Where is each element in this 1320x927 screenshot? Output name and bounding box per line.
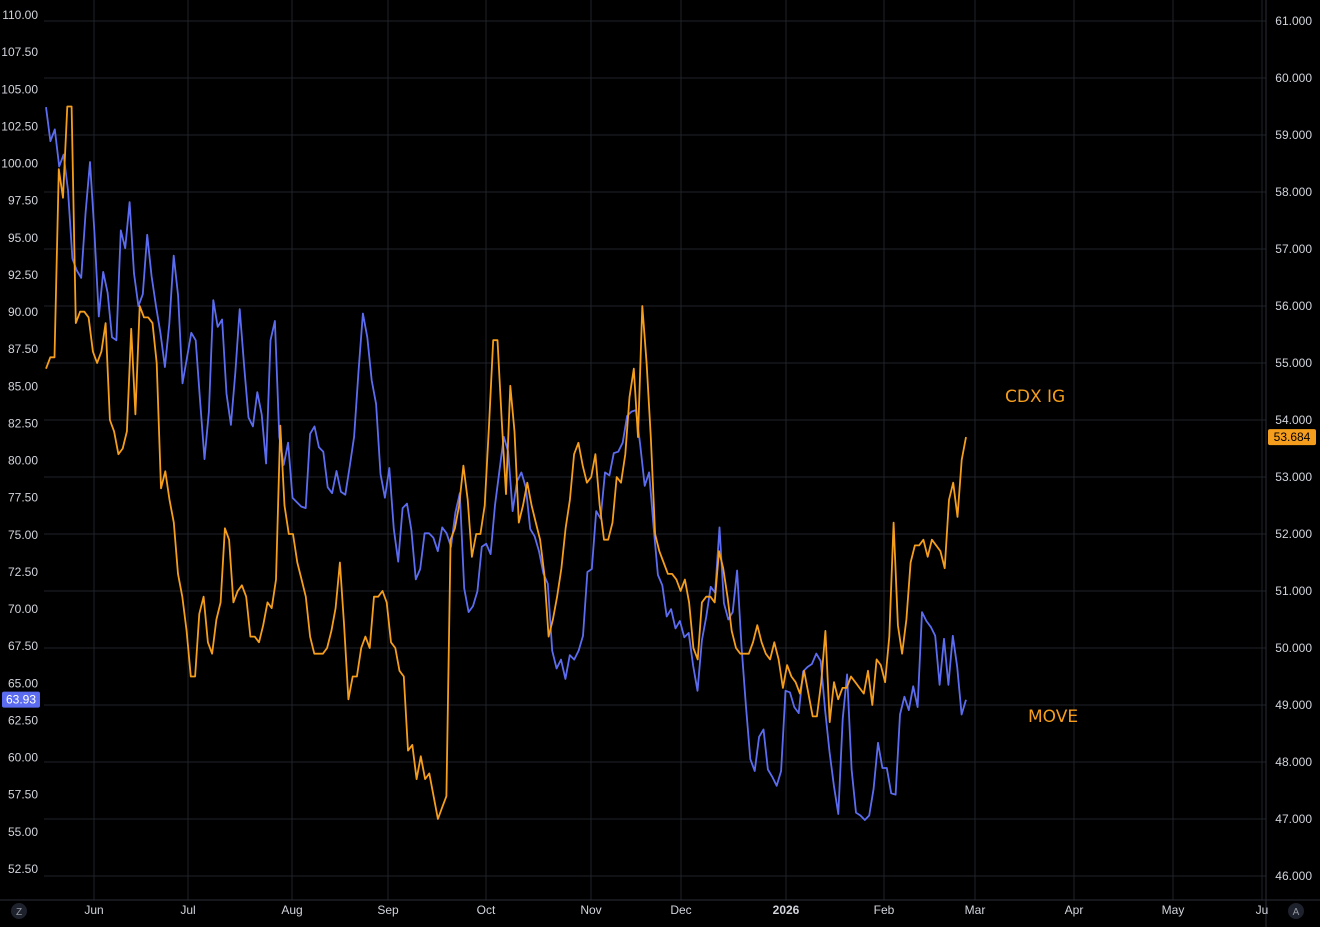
right-last-value-badge <box>1268 429 1316 446</box>
left-axis-tick-label: 72.50 <box>8 565 38 579</box>
svg-text:A: A <box>1293 907 1300 918</box>
left-last-value-badge <box>2 691 40 708</box>
right-axis-tick-label: 59.000 <box>1275 128 1312 142</box>
x-axis-tick-label: Mar <box>965 903 986 917</box>
left-axis-tick-label: 77.50 <box>8 491 38 505</box>
x-axis-tick-label: Jun <box>84 903 103 917</box>
grid-lines <box>44 0 1266 900</box>
left-axis-tick-label: 92.50 <box>8 268 38 282</box>
left-axis-tick-label: 57.50 <box>8 788 38 802</box>
left-axis-tick-label: 95.00 <box>8 231 38 245</box>
series-line-move[interactable] <box>45 106 967 821</box>
right-axis-tick-label: 48.000 <box>1275 755 1312 769</box>
right-last-value-label: 53.684 <box>1274 430 1311 444</box>
series-label-move: MOVE <box>1028 707 1078 727</box>
left-axis-tick-label: 65.00 <box>8 676 38 690</box>
left-axis-tick-label: 90.00 <box>8 305 38 319</box>
left-axis-tick-label: 55.00 <box>8 825 38 839</box>
right-axis-tick-label: 61.000 <box>1275 14 1312 28</box>
right-axis-tick-label: 53.000 <box>1275 470 1312 484</box>
x-axis-tick-label: Aug <box>281 903 302 917</box>
left-axis-tick-label: 107.50 <box>1 45 38 59</box>
series-line-cdx-ig[interactable] <box>45 105 967 820</box>
plot-area[interactable] <box>45 105 967 821</box>
left-axis-tick-label: 60.00 <box>8 751 38 765</box>
right-axis-tick-label: 49.000 <box>1275 698 1312 712</box>
right-axis-tick-label: 52.000 <box>1275 527 1312 541</box>
x-axis-tick-label: May <box>1162 903 1185 917</box>
x-axis-tick-label: 2026 <box>773 903 800 917</box>
right-axis-tick-label: 50.000 <box>1275 641 1312 655</box>
left-axis-tick-label: 52.50 <box>8 862 38 876</box>
left-axis-tick-label: 75.00 <box>8 528 38 542</box>
series-label-cdx-ig: CDX IG <box>1005 387 1065 407</box>
left-axis-tick-label: 70.00 <box>8 602 38 616</box>
left-axis-tick-label: 97.50 <box>8 194 38 208</box>
right-axis-tick-label: 60.000 <box>1275 71 1312 85</box>
x-axis-tick-label: Apr <box>1065 903 1084 917</box>
x-axis-tick-label: Dec <box>670 903 691 917</box>
right-axis-tick-label: 54.000 <box>1275 413 1312 427</box>
corner-button-auto-scale[interactable]: A <box>1288 903 1304 919</box>
left-axis-tick-label: 110.00 <box>2 8 38 22</box>
right-axis-tick-label: 51.000 <box>1275 584 1312 598</box>
left-last-value-label: 63.93 <box>6 693 36 707</box>
svg-text:Z: Z <box>16 907 22 918</box>
right-axis-tick-label: 56.000 <box>1275 299 1312 313</box>
left-axis-tick-label: 67.50 <box>8 639 38 653</box>
x-axis-tick-label: Jul <box>180 903 195 917</box>
left-axis-tick-label: 82.50 <box>8 416 38 430</box>
left-axis-tick-label: 80.00 <box>8 454 38 468</box>
right-axis-tick-label: 46.000 <box>1275 869 1312 883</box>
right-axis-tick-label: 55.000 <box>1275 356 1312 370</box>
x-axis-tick-label: Nov <box>580 903 601 917</box>
right-axis-tick-label: 57.000 <box>1275 242 1312 256</box>
left-axis-tick-label: 62.50 <box>8 713 38 727</box>
x-axis-tick-label: Oct <box>477 903 496 917</box>
x-axis-tick-label: Feb <box>874 903 895 917</box>
x-axis-tick-label: Ju <box>1256 903 1269 917</box>
left-axis-tick-label: 105.00 <box>1 82 38 96</box>
left-axis-tick-label: 87.50 <box>8 342 38 356</box>
right-axis-tick-label: 47.000 <box>1275 812 1312 826</box>
x-axis-tick-label: Sep <box>377 903 399 917</box>
corner-button-z[interactable]: Z <box>11 903 27 919</box>
left-axis-tick-label: 102.50 <box>1 119 38 133</box>
left-axis-tick-label: 100.00 <box>1 157 38 171</box>
left-axis-tick-label: 85.00 <box>8 379 38 393</box>
right-axis-tick-label: 58.000 <box>1275 185 1312 199</box>
